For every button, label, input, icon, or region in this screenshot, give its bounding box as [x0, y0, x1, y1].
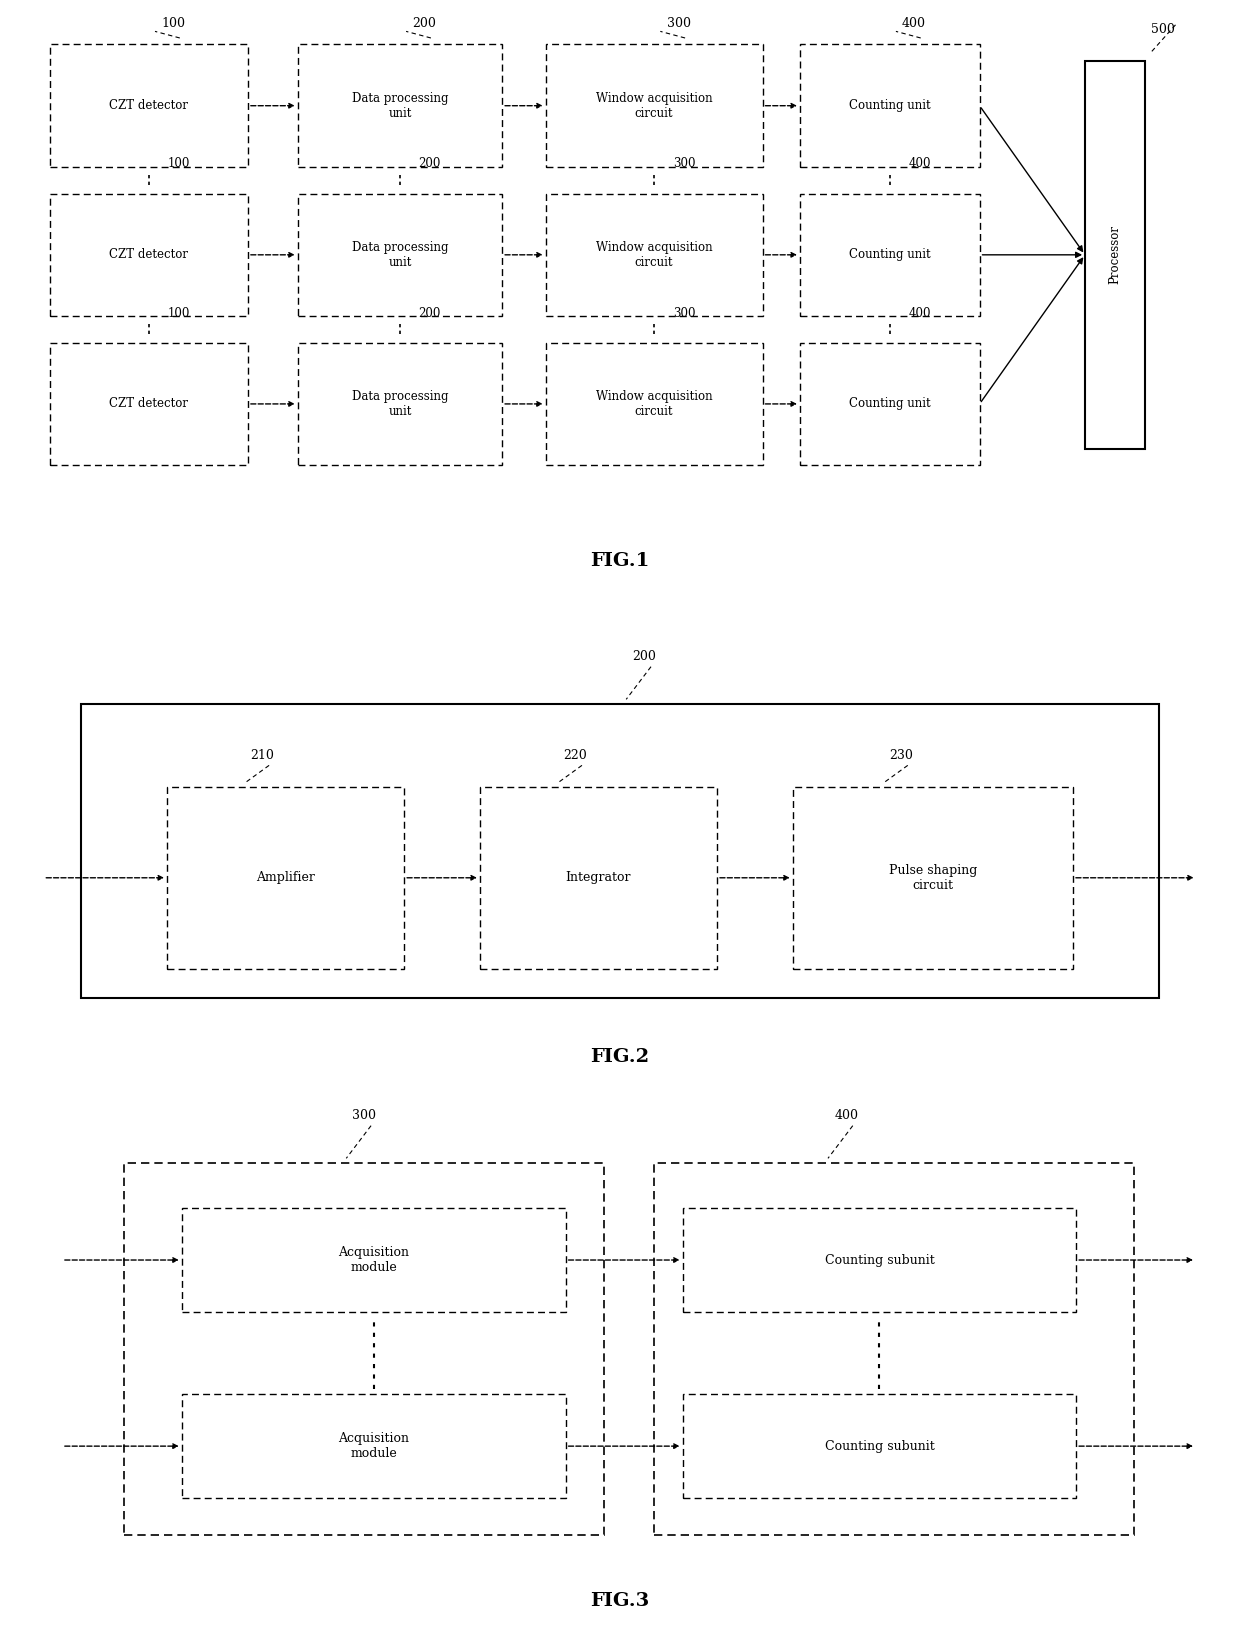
- Text: 300: 300: [672, 157, 696, 170]
- Text: 500: 500: [1151, 23, 1174, 36]
- Text: Data processing
unit: Data processing unit: [352, 240, 448, 270]
- Text: Counting unit: Counting unit: [849, 100, 930, 113]
- Text: Counting unit: Counting unit: [849, 397, 930, 410]
- Text: Amplifier: Amplifier: [257, 871, 315, 884]
- Text: 100: 100: [167, 157, 190, 170]
- Text: 200: 200: [632, 650, 656, 663]
- Text: 220: 220: [563, 748, 587, 761]
- Text: 400: 400: [908, 157, 931, 170]
- Text: Counting unit: Counting unit: [849, 248, 930, 261]
- Text: Acquisition
module: Acquisition module: [339, 1247, 409, 1275]
- Text: Integrator: Integrator: [565, 871, 631, 884]
- Text: Counting subunit: Counting subunit: [825, 1440, 934, 1453]
- Text: Window acquisition
circuit: Window acquisition circuit: [595, 92, 713, 119]
- Text: Counting subunit: Counting subunit: [825, 1253, 934, 1266]
- Text: 230: 230: [889, 748, 913, 761]
- Text: 400: 400: [835, 1109, 858, 1123]
- Text: Acquisition
module: Acquisition module: [339, 1431, 409, 1461]
- Text: Data processing
unit: Data processing unit: [352, 391, 448, 418]
- Text: 100: 100: [167, 307, 190, 320]
- Text: 210: 210: [250, 748, 274, 761]
- Text: 300: 300: [667, 16, 691, 29]
- Text: 400: 400: [903, 16, 926, 29]
- Text: Data processing
unit: Data processing unit: [352, 92, 448, 119]
- Text: CZT detector: CZT detector: [109, 248, 188, 261]
- Text: 300: 300: [352, 1109, 377, 1123]
- Text: Pulse shaping
circuit: Pulse shaping circuit: [889, 864, 977, 892]
- Text: CZT detector: CZT detector: [109, 100, 188, 113]
- Text: Processor: Processor: [1109, 225, 1121, 284]
- Text: Window acquisition
circuit: Window acquisition circuit: [595, 240, 713, 270]
- Text: 100: 100: [161, 16, 185, 29]
- Text: 200: 200: [412, 16, 436, 29]
- Text: Window acquisition
circuit: Window acquisition circuit: [595, 391, 713, 418]
- Text: FIG.1: FIG.1: [590, 552, 650, 570]
- Text: 300: 300: [672, 307, 696, 320]
- Text: FIG.3: FIG.3: [590, 1592, 650, 1609]
- Text: FIG.2: FIG.2: [590, 1047, 650, 1067]
- Text: 200: 200: [419, 157, 441, 170]
- Text: 200: 200: [419, 307, 441, 320]
- Text: CZT detector: CZT detector: [109, 397, 188, 410]
- Text: 400: 400: [908, 307, 931, 320]
